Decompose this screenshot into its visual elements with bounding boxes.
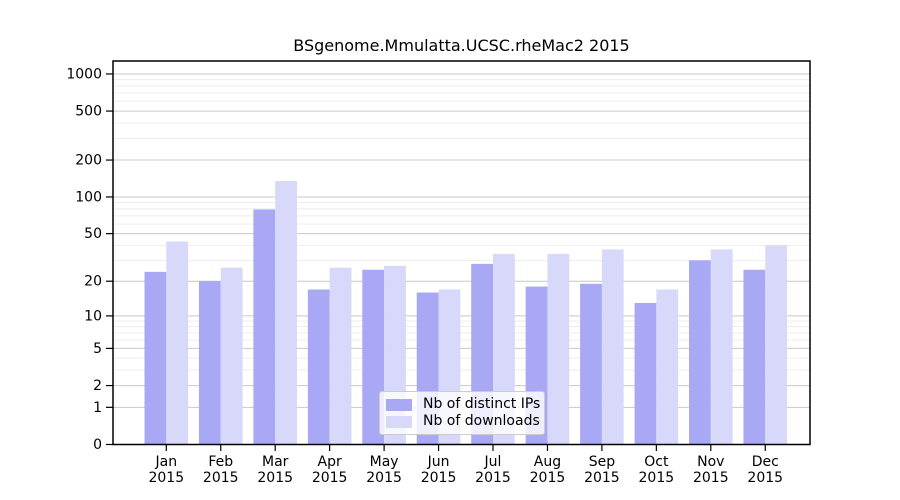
x-tick-label-month: Jun xyxy=(427,454,450,470)
bar-sep-distinct-ips xyxy=(580,283,602,445)
x-tick-label-year: 2015 xyxy=(421,470,457,486)
plot-frame xyxy=(112,60,811,446)
bar-mar-downloads xyxy=(275,181,297,445)
y-tick-label: 200 xyxy=(75,153,102,169)
x-tick-label-year: 2015 xyxy=(312,470,348,486)
x-tick-label-month: May xyxy=(370,454,399,470)
x-tick-label-year: 2015 xyxy=(747,470,783,486)
bar-oct-distinct-ips xyxy=(634,302,657,445)
y-tick-label: 100 xyxy=(75,189,102,205)
chart-title: BSgenome.Mmulatta.UCSC.rheMac2 2015 xyxy=(293,36,630,55)
legend-swatch-downloads xyxy=(386,415,412,428)
y-tick-label: 1 xyxy=(93,400,102,416)
x-tick-label-year: 2015 xyxy=(257,470,293,486)
x-tick-label-month: Dec xyxy=(752,454,779,470)
bar-may-distinct-ips xyxy=(362,269,385,445)
x-tick-label-year: 2015 xyxy=(475,470,511,486)
x-tick-label-month: Oct xyxy=(644,454,669,470)
legend-swatch-distinct-ips xyxy=(386,398,412,411)
bar-feb-distinct-ips xyxy=(198,281,221,445)
bar-jan-distinct-ips xyxy=(144,271,167,445)
x-tick-label-year: 2015 xyxy=(639,470,675,486)
bar-nov-downloads xyxy=(710,249,733,445)
legend-item-distinct-ips: Nb of distinct IPs xyxy=(386,396,541,413)
y-tick-label: 2 xyxy=(93,378,102,394)
x-tick-label-month: Jul xyxy=(484,454,502,470)
bar-aug-downloads xyxy=(547,253,570,445)
bar-apr-downloads xyxy=(329,267,352,445)
y-tick-label: 50 xyxy=(84,226,102,242)
legend-label-distinct-ips: Nb of distinct IPs xyxy=(423,396,541,412)
x-tick-label-month: Aug xyxy=(534,454,561,470)
bar-apr-distinct-ips xyxy=(307,289,330,445)
y-tick-label: 500 xyxy=(75,104,102,120)
x-tick-label-year: 2015 xyxy=(203,470,239,486)
x-tick-label-month: Feb xyxy=(208,454,233,470)
bar-sep-downloads xyxy=(601,249,624,445)
y-tick-label: 10 xyxy=(84,308,102,324)
x-tick-label-month: Sep xyxy=(589,454,616,470)
legend: Nb of distinct IPs Nb of downloads xyxy=(379,391,545,435)
legend-label-downloads: Nb of downloads xyxy=(423,413,540,429)
bar-oct-downloads xyxy=(656,289,679,445)
x-tick-label-month: Jan xyxy=(155,454,178,470)
y-tick-label: 1000 xyxy=(66,66,102,82)
x-tick-label-month: Mar xyxy=(262,454,289,470)
x-tick-label-year: 2015 xyxy=(693,470,729,486)
y-tick-label: 0 xyxy=(93,437,102,453)
x-tick-label-year: 2015 xyxy=(584,470,620,486)
bar-dec-distinct-ips xyxy=(743,269,766,445)
bar-jan-downloads xyxy=(166,241,189,445)
bar-nov-distinct-ips xyxy=(689,260,711,445)
x-tick-label-month: Nov xyxy=(697,454,724,470)
bar-feb-downloads xyxy=(220,267,243,445)
x-tick-label-month: Apr xyxy=(318,454,342,470)
x-tick-label-year: 2015 xyxy=(366,470,402,486)
y-tick-label: 5 xyxy=(93,341,102,357)
legend-item-downloads: Nb of downloads xyxy=(386,413,540,430)
bar-dec-downloads xyxy=(765,245,788,445)
bar-mar-distinct-ips xyxy=(253,209,276,445)
x-tick-label-year: 2015 xyxy=(530,470,566,486)
x-tick-label-year: 2015 xyxy=(148,470,184,486)
y-tick-label: 20 xyxy=(84,274,102,290)
